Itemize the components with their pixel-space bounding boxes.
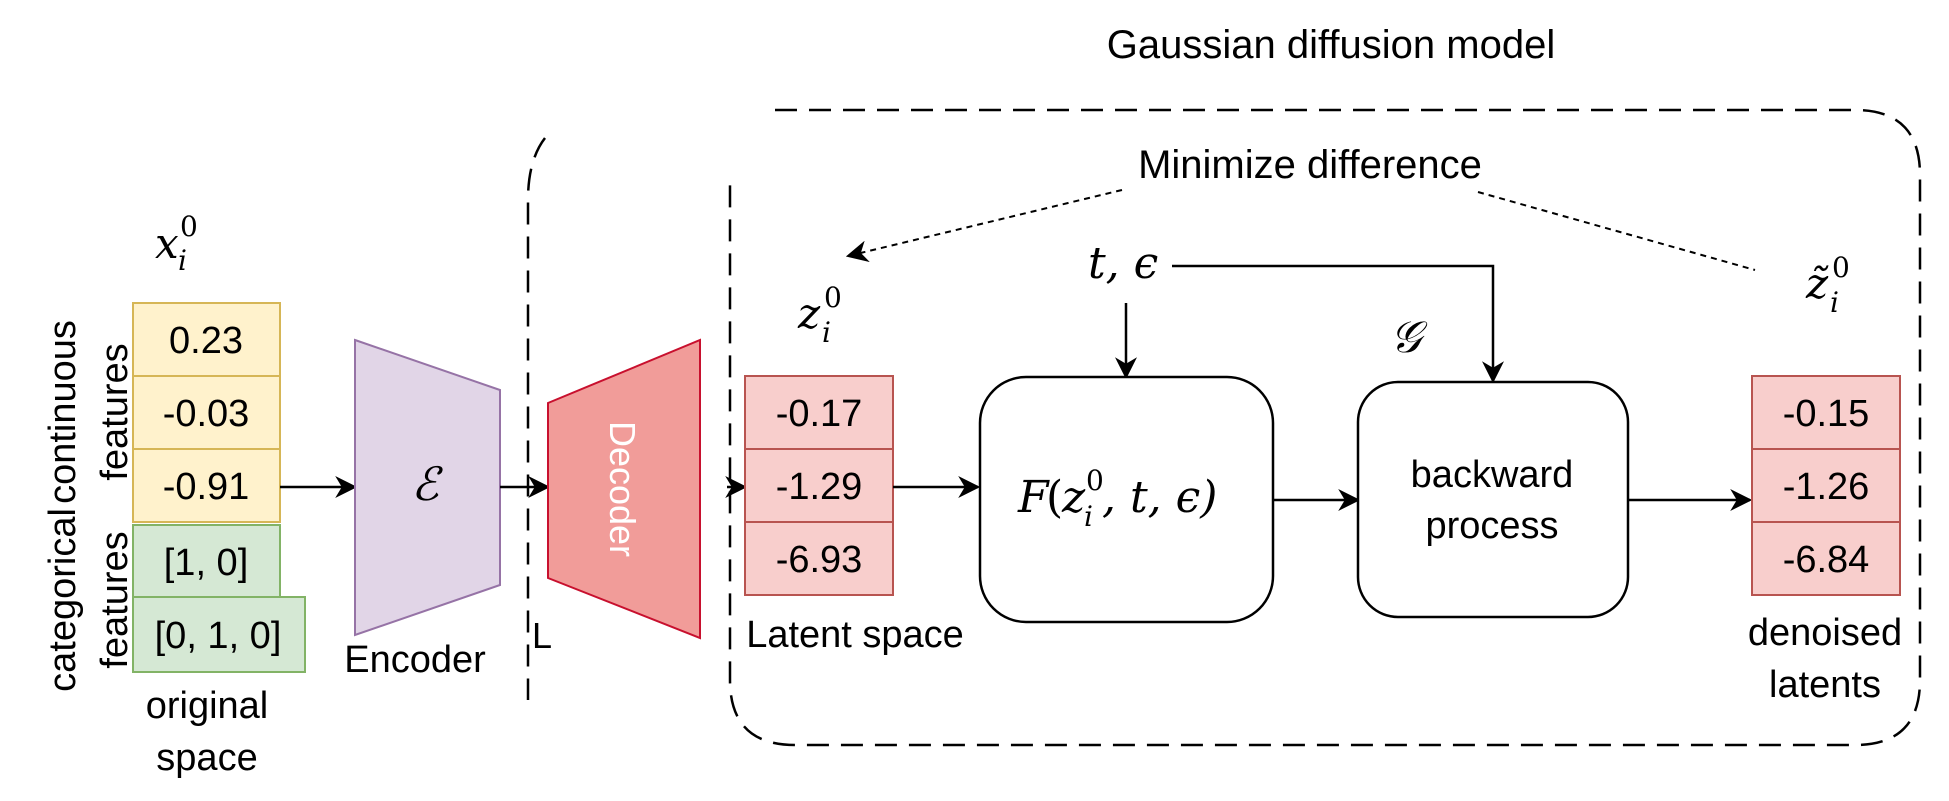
- denoised-label-1: denoised: [1748, 612, 1902, 654]
- svg-text:, t, ϵ): , t, ϵ): [1102, 472, 1217, 523]
- continuous-label-line2: features: [94, 343, 136, 480]
- backward-process-box: [1356, 380, 1630, 619]
- decoder-label: Decoder: [602, 421, 643, 557]
- svg-text:i: i: [1084, 500, 1093, 533]
- svg-text:z: z: [1061, 472, 1086, 523]
- svg-text:i: i: [1830, 286, 1839, 319]
- original-symbol: x i 0: [155, 210, 198, 277]
- encoder-label: Encoder: [344, 639, 486, 681]
- continuous-cell-2: [132, 375, 281, 450]
- svg-text:0: 0: [1832, 251, 1850, 284]
- svg-text:z̃: z̃: [1805, 259, 1829, 308]
- continuous-cell-3: [132, 448, 281, 523]
- continuous-value: -0.91: [163, 466, 250, 508]
- minimize-arrow-left: [845, 189, 1123, 263]
- latent-cell-2: [744, 448, 894, 523]
- denoised-cell-3: [1751, 521, 1901, 596]
- continuous-features: 0.23 -0.03 -0.91: [132, 302, 281, 523]
- denoised-value: -1.26: [1783, 466, 1870, 508]
- svg-text:0: 0: [824, 281, 842, 314]
- denoised-label-2: latents: [1769, 664, 1881, 706]
- svg-text:z: z: [797, 289, 821, 338]
- categorical-features: [1, 0] [0, 1, 0]: [132, 524, 306, 673]
- denoised-value: -0.15: [1783, 393, 1870, 435]
- denoised-vector: -0.15 -1.26 -6.84: [1751, 375, 1901, 596]
- decoder-block: [547, 338, 701, 640]
- latent-value: -1.29: [776, 466, 863, 508]
- forward-function-label: F ( z i 0 , t, ϵ): [1017, 464, 1217, 533]
- minimize-line-right: [1477, 191, 1756, 271]
- categorical-value: [0, 1, 0]: [155, 615, 282, 657]
- categorical-value: [1, 0]: [164, 542, 249, 584]
- svg-text:(: (: [1046, 472, 1063, 523]
- latent-cell-3: [744, 521, 894, 596]
- backward-symbol: 𝒢: [1390, 312, 1428, 363]
- encoder-symbol: ℰ: [411, 457, 443, 511]
- denoised-symbol: z̃ i 0: [1805, 251, 1850, 319]
- continuous-value: -0.03: [163, 393, 250, 435]
- svg-text:i: i: [178, 244, 187, 277]
- backward-label-line1: backward: [1411, 454, 1574, 496]
- categorical-label-line1: categorical: [42, 508, 84, 692]
- categorical-label-line2: features: [94, 531, 136, 668]
- decoder-clipped-label: L: [532, 615, 552, 656]
- backward-label-line2: process: [1425, 505, 1558, 547]
- latent-value: -6.93: [776, 539, 863, 581]
- minimize-label: Minimize difference: [1138, 143, 1482, 187]
- decoder-region-border: [526, 137, 546, 700]
- svg-text:0: 0: [180, 210, 198, 243]
- denoised-cell-2: [1751, 448, 1901, 523]
- noise-symbol: t, ϵ: [1088, 238, 1158, 289]
- latent-cell-1: [744, 375, 894, 450]
- denoised-value: -6.84: [1783, 539, 1870, 581]
- encoder-block: [354, 338, 501, 637]
- original-space-label-2: space: [156, 737, 257, 779]
- svg-text:i: i: [822, 316, 831, 349]
- diagram-title: Gaussian diffusion model: [1107, 23, 1555, 67]
- categorical-cell-2: [132, 596, 306, 673]
- continuous-label-line1: continuous: [42, 320, 84, 504]
- latent-value: -0.17: [776, 393, 863, 435]
- latent-symbol: z i 0: [797, 281, 842, 349]
- svg-text:x: x: [155, 219, 179, 268]
- continuous-value: 0.23: [169, 320, 243, 362]
- svg-text:0: 0: [1086, 464, 1104, 497]
- diffusion-region-border: [728, 108, 1922, 747]
- original-space-label-1: original: [146, 685, 269, 727]
- arrow-noise-to-backward: [1172, 264, 1504, 384]
- categorical-cell-1: [132, 524, 281, 598]
- latent-space-label: Latent space: [746, 614, 964, 656]
- latent-vector: -0.17 -1.29 -6.93: [744, 375, 894, 596]
- svg-text:F: F: [1017, 472, 1050, 523]
